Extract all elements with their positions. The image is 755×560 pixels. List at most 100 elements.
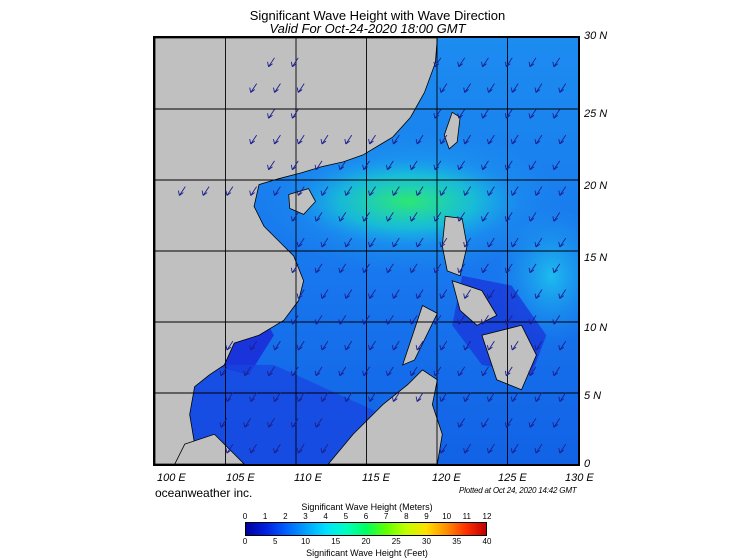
wave-direction-arrow <box>433 315 442 325</box>
wave-direction-arrow <box>290 109 299 119</box>
wave-direction-arrow <box>504 57 513 68</box>
lat-label-25n: 25 N <box>584 108 608 120</box>
wave-direction-arrow <box>391 134 400 145</box>
wave-direction-arrow <box>463 134 472 145</box>
wave-direction-arrow <box>391 289 400 299</box>
colorbar-meter-tick: 6 <box>363 512 369 521</box>
wave-direction-arrow <box>267 160 275 171</box>
lat-label-0: 0 <box>584 458 591 470</box>
wave-direction-arrow <box>385 263 394 274</box>
wave-direction-arrow <box>481 109 489 119</box>
wave-direction-arrow <box>457 315 466 325</box>
wave-direction-arrow <box>552 315 561 325</box>
wave-direction-arrow <box>534 289 543 299</box>
wave-direction-arrow <box>558 237 567 248</box>
wave-direction-arrow <box>481 418 489 428</box>
wave-direction-arrow <box>510 289 519 299</box>
lat-label-15n: 15 N <box>584 252 608 264</box>
wave-direction-arrow <box>433 263 442 274</box>
wave-direction-arrow <box>296 237 305 248</box>
wave-direction-arrow <box>457 212 466 222</box>
lon-label-120e: 120 E <box>432 472 461 484</box>
wave-direction-arrow <box>320 237 329 248</box>
wave-direction-arrow <box>273 443 281 454</box>
wave-direction-arrow <box>510 186 519 196</box>
wave-direction-arrow <box>409 212 418 222</box>
wave-direction-arrow <box>439 443 448 454</box>
wave-direction-arrow <box>415 186 424 196</box>
wave-direction-arrow <box>439 392 448 402</box>
wave-direction-arrow <box>249 134 258 145</box>
wave-direction-arrow <box>433 109 442 119</box>
wave-direction-arrow <box>409 315 418 325</box>
wave-direction-arrow <box>487 186 495 196</box>
wave-direction-arrow <box>457 366 466 377</box>
wave-direction-arrow <box>439 83 448 93</box>
colorbar-feet-tick: 25 <box>391 537 401 546</box>
wave-direction-arrow <box>273 340 281 351</box>
wave-direction-arrow <box>463 237 472 248</box>
wave-direction-arrow <box>504 212 513 222</box>
wave-direction-arrow <box>344 186 353 196</box>
wave-direction-arrow <box>290 57 299 68</box>
wave-direction-arrows <box>177 57 567 454</box>
wave-direction-arrow <box>267 418 275 428</box>
wave-direction-arrow <box>504 160 513 171</box>
wave-direction-arrow <box>249 83 258 93</box>
wave-direction-arrow <box>290 366 299 377</box>
lat-label-5n: 5 N <box>584 390 602 402</box>
lon-label-130e: 130 E <box>565 472 594 484</box>
wave-direction-arrow <box>314 315 323 325</box>
colorbar-meter-tick: 8 <box>404 512 409 521</box>
wave-direction-arrow <box>558 186 567 196</box>
wave-direction-arrow <box>439 186 448 196</box>
wave-direction-arrow <box>463 186 472 196</box>
wave-direction-arrow <box>463 443 472 454</box>
wave-direction-arrow <box>267 109 275 119</box>
wave-direction-arrow <box>481 160 489 171</box>
lat-label-30n: 30 N <box>584 30 608 42</box>
wave-direction-arrow <box>338 315 347 325</box>
lon-label-105e: 105 E <box>226 472 255 484</box>
wave-direction-arrow <box>487 340 495 351</box>
wave-direction-arrow <box>433 160 442 171</box>
wave-direction-arrow <box>296 392 305 402</box>
wave-direction-arrow <box>296 134 305 145</box>
lon-label-100e: 100 E <box>157 472 186 484</box>
map-subtitle: Valid For Oct-24-2020 18:00 GMT <box>269 21 466 36</box>
wave-direction-arrow <box>290 315 299 325</box>
wave-direction-arrow <box>510 237 519 248</box>
wave-direction-arrow <box>338 366 347 377</box>
wave-direction-arrow <box>552 418 561 428</box>
wave-direction-arrow <box>225 392 234 402</box>
wave-direction-arrow <box>528 109 537 119</box>
wave-direction-arrow <box>290 418 299 428</box>
wave-direction-arrow <box>510 443 519 454</box>
wave-direction-arrow <box>457 57 466 68</box>
wave-direction-arrow <box>267 366 275 377</box>
colorbar-meter-tick: 3 <box>303 512 308 521</box>
wave-direction-arrow <box>439 134 448 145</box>
wave-direction-arrow <box>296 83 305 93</box>
wave-direction-arrow <box>528 315 537 325</box>
wave-direction-arrow <box>219 418 228 428</box>
palawan-island <box>402 304 438 366</box>
wave-direction-arrow <box>457 418 466 428</box>
colorbar-feet-tick: 0 <box>242 537 248 546</box>
wave-direction-arrow <box>368 392 376 402</box>
wave-direction-arrow <box>552 212 561 222</box>
wave-direction-arrow <box>249 340 258 351</box>
wave-direction-arrow <box>368 134 376 145</box>
wave-direction-arrow <box>504 418 513 428</box>
colorbar-title-meters: Significant Wave Height (Meters) <box>301 502 433 512</box>
wave-direction-arrow <box>504 263 513 274</box>
map-title: Significant Wave Height with Wave Direct… <box>249 8 506 23</box>
wave-direction-arrow <box>296 443 305 454</box>
wave-direction-arrow <box>385 366 394 377</box>
wave-direction-arrow <box>457 160 466 171</box>
wave-direction-arrow <box>415 392 424 402</box>
wave-direction-arrow <box>487 392 495 402</box>
highest-wave-zone <box>293 156 522 247</box>
wave-direction-arrow <box>552 263 561 274</box>
wave-direction-arrow <box>385 160 394 171</box>
